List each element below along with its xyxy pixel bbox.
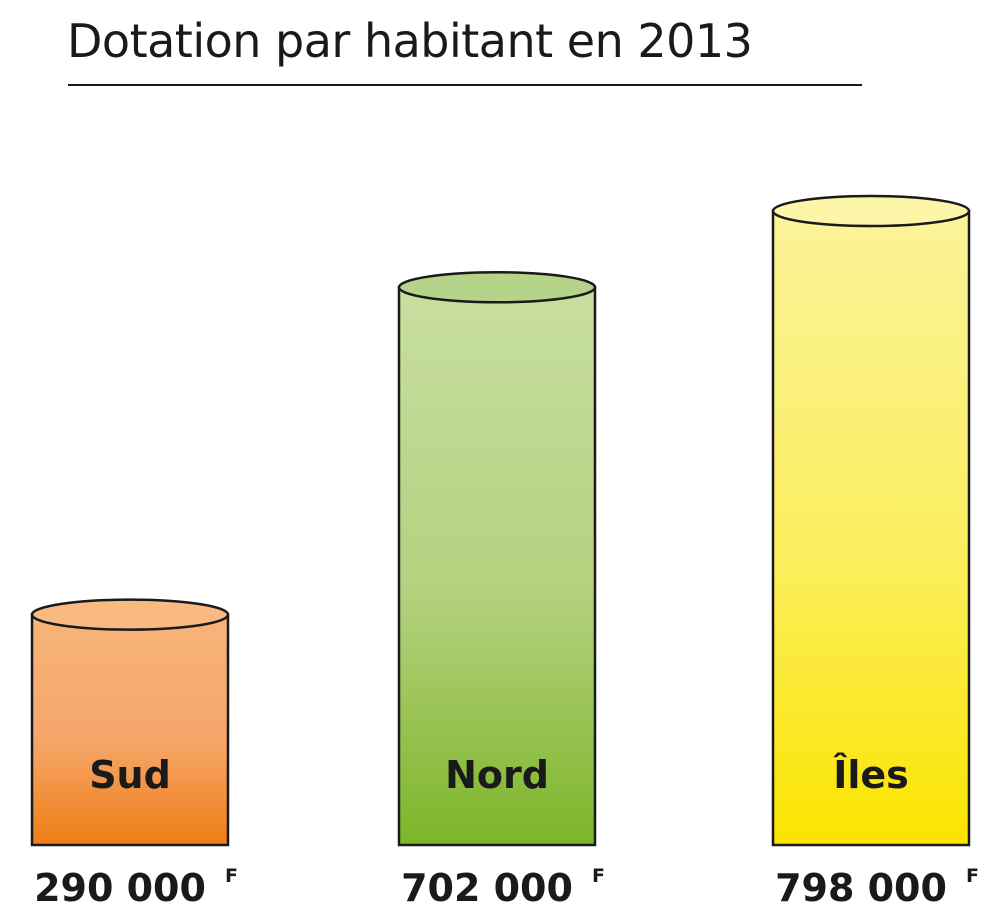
category-label-iles: Îles — [833, 753, 909, 797]
bar-cap-iles — [771, 194, 971, 228]
chart-title: Dotation par habitant en 2013 — [67, 14, 753, 68]
title-underline — [68, 84, 862, 86]
value-label-sud: 290 000 F — [34, 865, 238, 910]
value-label-nord: 702 000 F — [401, 865, 605, 910]
bar-body-nord — [397, 286, 597, 847]
bar-nord: Nord — [397, 271, 597, 847]
value-text-iles: 798 000 — [775, 866, 947, 910]
bar-iles: Îles — [771, 194, 971, 847]
bar-cap-nord — [397, 271, 597, 304]
bar-cap-sud — [30, 598, 230, 631]
category-label-sud: Sud — [89, 753, 171, 797]
unit-text-iles: F — [966, 865, 979, 887]
value-text-nord: 702 000 — [401, 866, 573, 910]
bar-body-sud — [30, 613, 230, 847]
category-label-nord: Nord — [445, 753, 549, 797]
unit-text-sud: F — [225, 865, 238, 887]
bars-group: Sud Nord Îles — [30, 194, 971, 847]
bar-sud: Sud — [30, 598, 230, 847]
value-label-iles: 798 000 F — [775, 865, 979, 910]
value-text-sud: 290 000 — [34, 866, 206, 910]
value-labels-group: 290 000 F 702 000 F 798 000 F — [34, 865, 979, 910]
unit-text-nord: F — [592, 865, 605, 887]
bar-body-iles — [771, 209, 971, 847]
